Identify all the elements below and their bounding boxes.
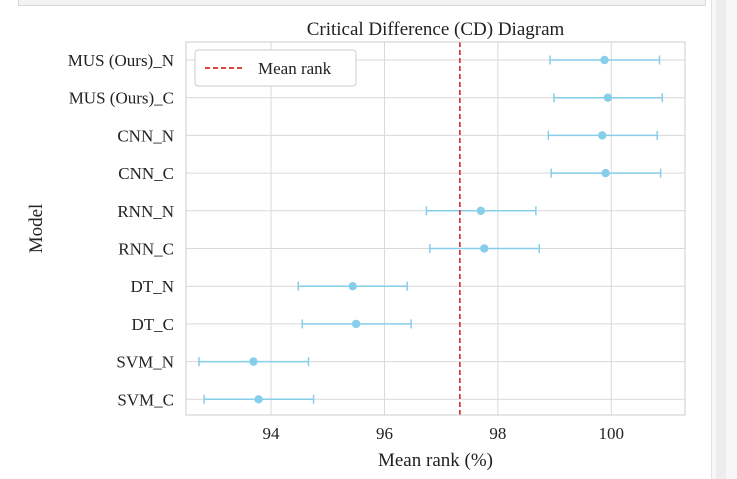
mean-rank-point [598,131,607,140]
y-axis-label: Model [26,204,47,254]
y-tick-label: CNN_N [117,126,174,145]
mean-rank-point [476,206,486,215]
mean-rank-point [601,168,610,178]
x-axis-label: Mean rank (%) [378,450,493,471]
x-tick-label: 94 [263,424,281,443]
y-tick-label: MUS (Ours)_N [68,51,174,70]
chart-title: Critical Difference (CD) Diagram [307,19,565,40]
legend: Mean rank [194,49,357,87]
mean-rank-point [480,244,489,253]
confidence-interval-layer [198,55,664,404]
mean-rank-point [249,357,258,366]
vertical-scrollbar-track[interactable] [716,0,726,479]
y-tick-label: CNN_C [118,164,174,183]
legend-box [194,49,357,87]
x-tick-label: 98 [489,424,506,443]
mean-rank-point [603,93,613,102]
y-tick-label: DT_C [132,315,175,334]
x-tick-label: 100 [599,424,625,443]
y-tick-label: SVM_C [117,390,174,409]
right-side-panel [711,0,737,479]
mean-rank-point [348,282,357,291]
mean-rank-point [254,395,263,404]
plot-frame [185,41,686,416]
cd-diagram-chart: MUS (Ours)_N MUS (Ours)_C CNN_N CNN_C RNN_N R… [26,19,686,471]
y-tick-labels: MUS (Ours)_N MUS (Ours)_C CNN_N CNN_C RNN_N R… [68,51,174,409]
y-tick-label: RNN_C [118,240,174,259]
mean-rank-point [600,55,609,65]
x-tick-label: 96 [376,424,393,443]
y-tick-label: SVM_N [116,353,174,372]
mean-rank-point [351,319,361,329]
top-frame [18,0,706,6]
legend-mean-rank-label: Mean rank [258,59,332,78]
x-tick-labels: 94 96 98 100 [263,424,624,443]
y-tick-label: RNN_N [117,202,174,221]
y-tick-label: MUS (Ours)_C [69,89,174,108]
y-tick-label: DT_N [131,277,174,296]
